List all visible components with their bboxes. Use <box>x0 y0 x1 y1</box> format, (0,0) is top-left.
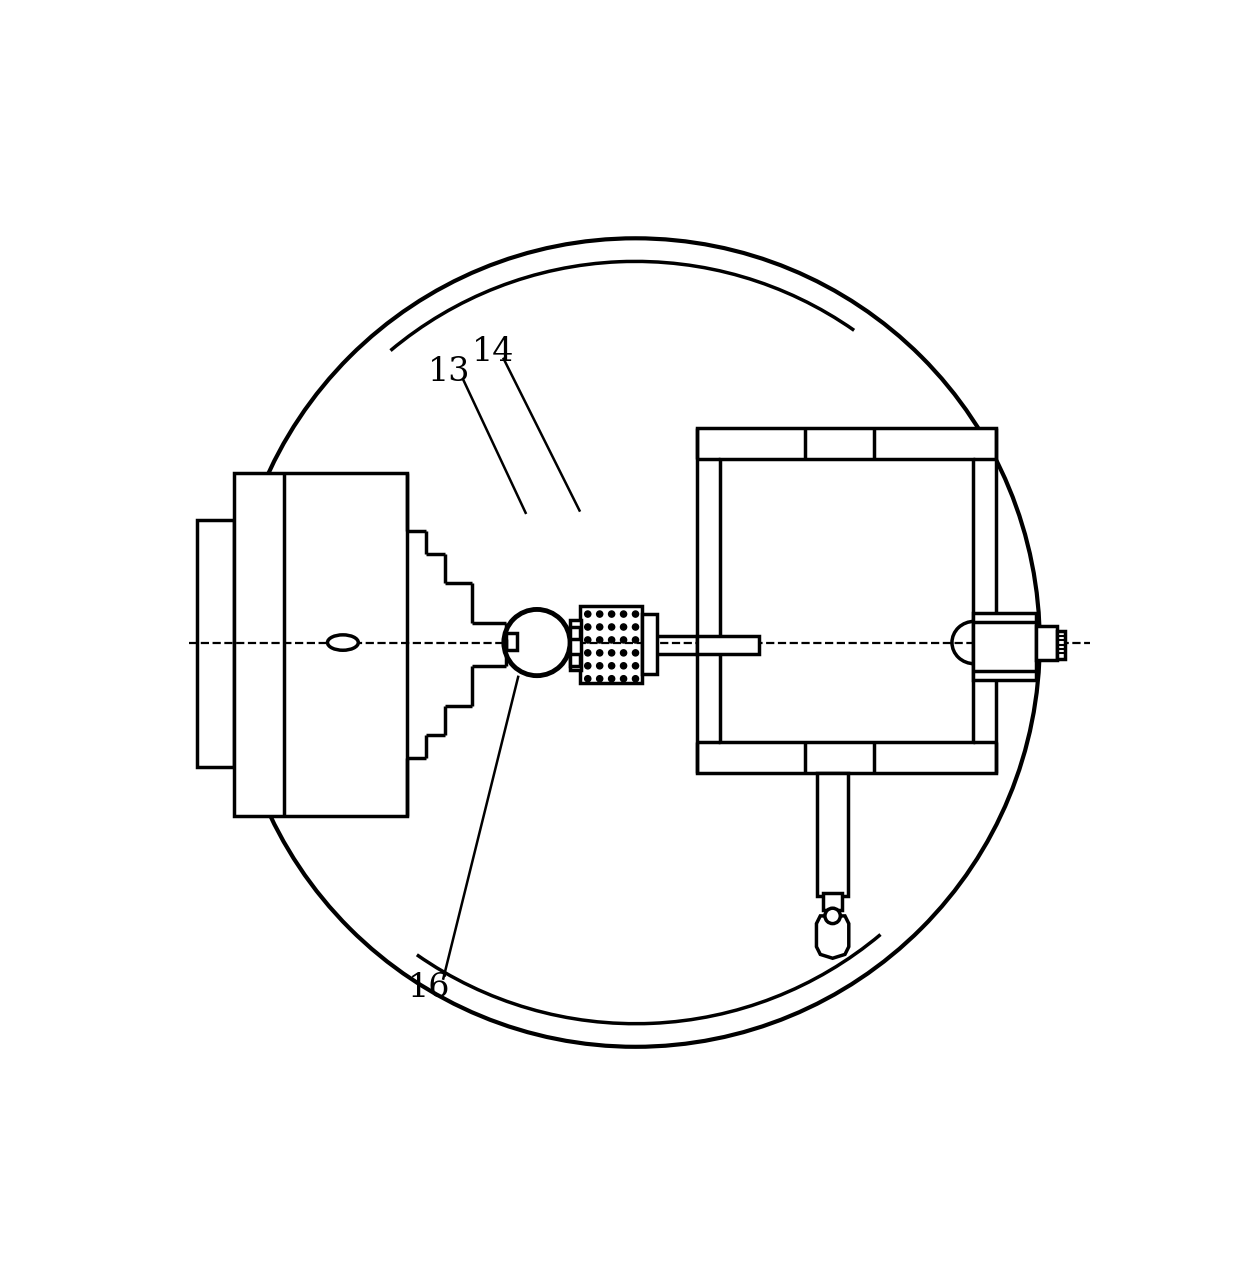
Circle shape <box>585 623 590 630</box>
Circle shape <box>609 623 615 630</box>
Circle shape <box>620 623 626 630</box>
Circle shape <box>620 637 626 643</box>
Bar <box>641 614 657 675</box>
Bar <box>197 520 233 767</box>
Ellipse shape <box>327 635 358 650</box>
Bar <box>823 893 842 910</box>
Text: 16: 16 <box>408 972 450 1004</box>
Circle shape <box>609 650 615 655</box>
Circle shape <box>609 663 615 669</box>
Circle shape <box>596 650 603 655</box>
Circle shape <box>585 663 590 669</box>
Bar <box>233 474 407 815</box>
Circle shape <box>609 611 615 617</box>
Circle shape <box>632 623 639 630</box>
Circle shape <box>503 609 570 676</box>
Bar <box>817 773 848 896</box>
Bar <box>697 636 759 654</box>
Circle shape <box>596 637 603 643</box>
Circle shape <box>609 676 615 682</box>
Circle shape <box>620 676 626 682</box>
Bar <box>1058 631 1065 659</box>
Circle shape <box>825 909 841 924</box>
Circle shape <box>620 611 626 617</box>
Bar <box>972 613 1035 680</box>
Circle shape <box>585 676 590 682</box>
Circle shape <box>632 663 639 669</box>
Circle shape <box>596 663 603 669</box>
Bar <box>570 654 580 666</box>
Circle shape <box>596 611 603 617</box>
Circle shape <box>596 623 603 630</box>
Circle shape <box>620 650 626 655</box>
Bar <box>570 627 580 639</box>
Circle shape <box>620 663 626 669</box>
PathPatch shape <box>816 916 849 959</box>
Bar <box>720 458 972 742</box>
Bar <box>697 428 996 773</box>
Circle shape <box>585 611 590 617</box>
Bar <box>580 607 641 684</box>
Circle shape <box>632 650 639 655</box>
Bar <box>1035 626 1058 660</box>
Text: 14: 14 <box>472 337 515 369</box>
Circle shape <box>231 238 1040 1047</box>
Circle shape <box>585 637 590 643</box>
Bar <box>506 632 517 650</box>
Circle shape <box>585 650 590 655</box>
Circle shape <box>632 611 639 617</box>
Circle shape <box>632 637 639 643</box>
Text: 13: 13 <box>428 356 470 388</box>
Circle shape <box>632 676 639 682</box>
Circle shape <box>609 637 615 643</box>
Circle shape <box>596 676 603 682</box>
Bar <box>570 621 580 671</box>
